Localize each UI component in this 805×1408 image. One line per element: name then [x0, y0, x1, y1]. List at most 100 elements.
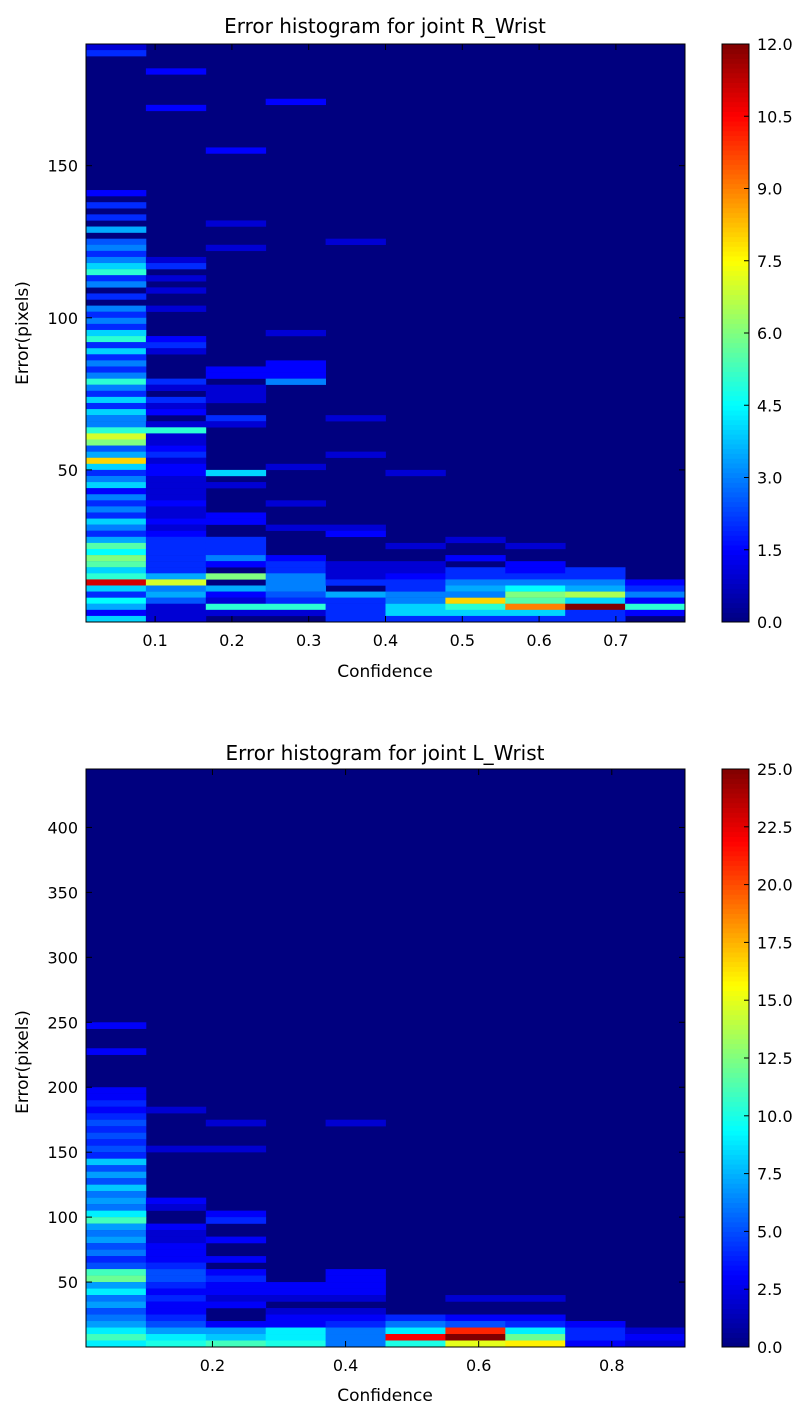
heatmap-cell: [205, 469, 267, 477]
heatmap-cell: [86, 1314, 147, 1322]
colorbar-segment: [722, 313, 749, 320]
x-axis-label: Confidence: [337, 662, 433, 682]
colorbar-segment: [722, 783, 749, 789]
colorbar-segment: [722, 385, 749, 392]
colorbar-segment: [722, 1135, 749, 1141]
colorbar-segment: [722, 1294, 749, 1300]
heatmap-cell: [565, 567, 626, 574]
heatmap-cell: [145, 1256, 207, 1263]
colorbar-segment: [722, 821, 749, 828]
colorbar-segment: [722, 1241, 749, 1247]
colorbar-segment: [722, 554, 749, 560]
colorbar-segment: [722, 1260, 749, 1266]
heatmap-cell: [325, 1308, 386, 1315]
heatmap-cell: [505, 1295, 566, 1302]
heatmap-cell: [445, 1321, 506, 1328]
colorbar-segment: [722, 1067, 749, 1073]
colorbar-segment: [722, 222, 749, 228]
colorbar-segment: [722, 535, 749, 541]
colorbar-segment: [722, 1058, 749, 1064]
y-tick-label: 350: [47, 883, 78, 902]
colorbar-segment: [722, 92, 749, 98]
colorbar-segment: [722, 1303, 749, 1309]
heatmap-cell: [325, 1340, 386, 1348]
heatmap-cell: [205, 542, 267, 550]
heatmap-cell: [145, 1282, 207, 1289]
heatmap-cell: [145, 348, 207, 355]
heatmap-cell: [145, 445, 207, 452]
colorbar-segment: [722, 860, 749, 866]
x-tick-label: 0.6: [466, 1356, 491, 1375]
colorbar-segment: [722, 337, 749, 344]
x-tick-label: 0.6: [526, 631, 551, 650]
colorbar-segment: [722, 1033, 749, 1040]
colorbar-tick-label: 6.0: [757, 324, 782, 343]
heatmap-cell: [625, 603, 686, 611]
heatmap-cell: [145, 305, 207, 312]
colorbar-segment: [722, 1192, 749, 1199]
heatmap-cell: [565, 603, 626, 611]
heatmap-cell: [265, 1282, 326, 1289]
heatmap-cell: [86, 1256, 147, 1263]
heatmap-cell: [325, 1275, 386, 1283]
heatmap-cell: [145, 512, 207, 519]
heatmap-cell: [145, 409, 207, 416]
colorbar-segment: [722, 1110, 749, 1117]
heatmap-cell: [86, 1301, 147, 1309]
colorbar-segment: [722, 96, 749, 103]
heatmap-cell: [505, 1340, 566, 1348]
colorbar-segment: [722, 53, 749, 59]
colorbar-segment: [722, 797, 749, 804]
colorbar-segment: [722, 265, 749, 271]
colorbar-segment: [722, 487, 749, 493]
colorbar-segment: [722, 299, 749, 305]
colorbar-segment: [722, 1207, 749, 1213]
colorbar-segment: [722, 82, 749, 88]
colorbar-segment: [722, 1086, 749, 1093]
heatmap-cell: [565, 579, 626, 586]
colorbar-segment: [722, 769, 749, 775]
heatmap-cell: [205, 415, 267, 422]
colorbar-segment: [722, 477, 749, 483]
x-tick-label: 0.8: [599, 1356, 624, 1375]
colorbar-segment: [722, 1342, 749, 1348]
heatmap-cell: [205, 1327, 267, 1335]
heatmap-cell: [205, 1256, 267, 1263]
colorbar-segment: [722, 1265, 749, 1271]
heatmap-cell: [86, 573, 147, 580]
heatmap-cell: [86, 1132, 147, 1140]
heatmap-cell: [265, 573, 326, 580]
heatmap-cell: [505, 1321, 566, 1328]
heatmap-cell: [565, 591, 626, 598]
heatmap-cell: [86, 402, 147, 410]
colorbar-segment: [722, 202, 749, 209]
colorbar-segment: [722, 870, 749, 876]
heatmap-cell: [86, 457, 147, 465]
colorbar-segment: [722, 1038, 749, 1045]
y-tick-label: 100: [47, 309, 78, 328]
colorbar-tick-label: 3.0: [757, 469, 782, 488]
heatmap-cell: [325, 1295, 386, 1302]
colorbar-segment: [722, 429, 749, 435]
colorbar-tick-label: 12.0: [757, 35, 793, 54]
heatmap-cell: [86, 1295, 147, 1302]
colorbar-segment: [722, 889, 749, 895]
heatmap-cell: [86, 372, 147, 379]
colorbar-segment: [722, 1000, 749, 1006]
colorbar-tick-label: 1.5: [757, 541, 782, 560]
colorbar-segment: [722, 1120, 749, 1126]
colorbar-segment: [722, 1096, 749, 1102]
chart-l-wrist: Error histogram for joint L_Wrist Confid…: [13, 741, 793, 1406]
heatmap-cell: [265, 1327, 326, 1335]
heatmap-cell: [86, 311, 147, 318]
heatmap-cell: [145, 263, 207, 270]
heatmap-cell: [265, 372, 326, 379]
heatmap-cell: [86, 1321, 147, 1328]
heatmap-cell: [86, 281, 147, 288]
colorbar-segment: [722, 419, 749, 426]
colorbar-segment: [722, 850, 749, 857]
colorbar-segment: [722, 251, 749, 257]
heatmap-cell: [325, 1269, 386, 1276]
heatmap-cell: [86, 1152, 147, 1159]
y-axis-label: Error(pixels): [13, 281, 33, 385]
